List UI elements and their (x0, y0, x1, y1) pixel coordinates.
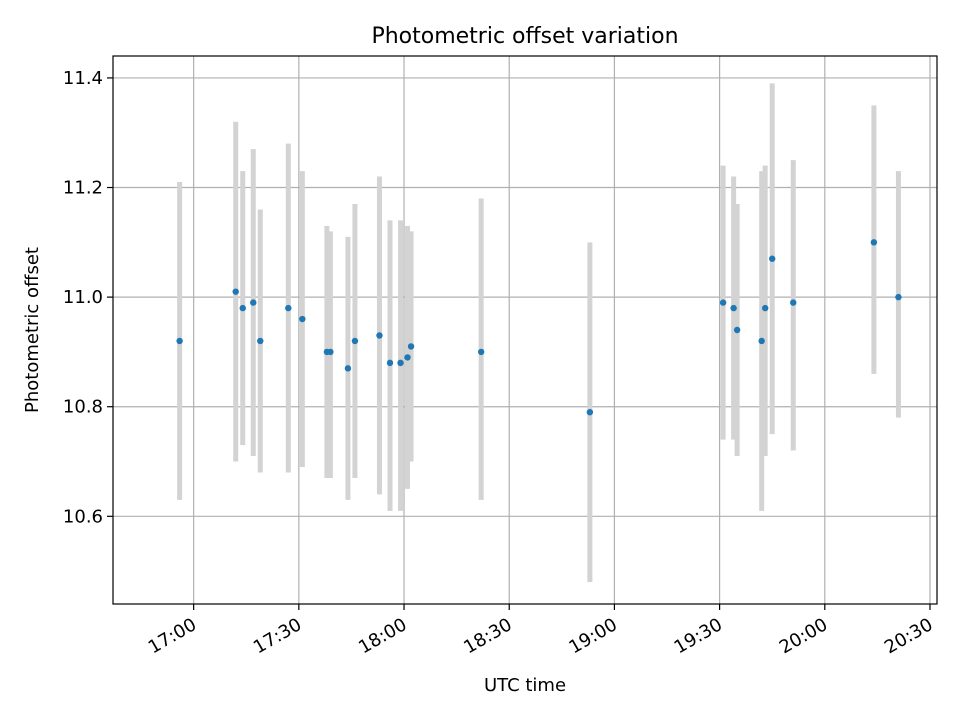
y-axis: 10.6 10.8 11.0 11.2 11.4 (63, 68, 113, 527)
data-point (790, 299, 797, 306)
y-axis-title: Photometric offset (22, 247, 43, 413)
data-point (257, 337, 264, 345)
data-point (586, 409, 594, 416)
grid-layer (113, 56, 937, 604)
data-point (870, 239, 878, 246)
data-point (250, 299, 257, 306)
point-layer (176, 239, 902, 416)
y-tick-label: 11.4 (63, 68, 103, 89)
data-point (397, 359, 404, 367)
data-point (386, 359, 394, 367)
data-point (239, 304, 246, 312)
data-point (407, 343, 415, 350)
data-point (285, 304, 292, 312)
data-point (758, 337, 765, 345)
data-point (376, 332, 383, 339)
plot-area-frame (112, 55, 938, 605)
data-point (344, 365, 352, 372)
y-tick-label: 11.0 (63, 287, 103, 308)
data-point (769, 255, 776, 262)
data-point (299, 315, 306, 323)
y-tick-label: 10.8 (63, 397, 103, 418)
y-tick-label: 10.6 (63, 506, 103, 527)
data-point (351, 337, 359, 345)
data-point (232, 288, 239, 295)
data-point (404, 354, 411, 361)
data-point (176, 337, 183, 345)
data-point (895, 293, 902, 301)
x-axis-title: UTC time (484, 675, 566, 696)
data-point (719, 299, 727, 306)
y-tick-label: 11.2 (63, 178, 103, 199)
data-point (327, 348, 334, 356)
data-point (477, 348, 485, 356)
data-point (733, 326, 741, 334)
chart-title: Photometric offset variation (371, 24, 678, 49)
data-point (761, 304, 769, 312)
data-point (730, 304, 737, 312)
